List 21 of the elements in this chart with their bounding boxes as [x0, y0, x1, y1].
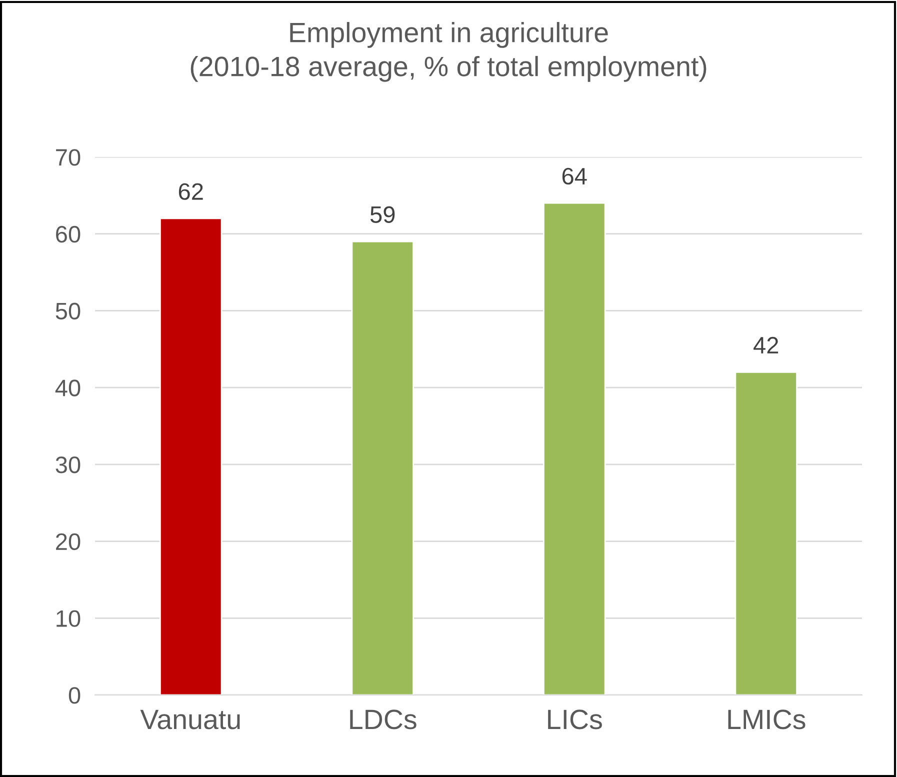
y-tick-label: 40 — [55, 380, 80, 396]
bar — [543, 202, 606, 695]
bar — [160, 218, 222, 695]
y-tick-label: 20 — [56, 533, 80, 550]
x-tick-label: Vanuatu — [140, 710, 240, 730]
y-tick-label: 60 — [56, 226, 80, 243]
data-label: 64 — [562, 168, 587, 185]
y-tick-label: 50 — [56, 302, 80, 320]
x-tick-label: LMICs — [728, 710, 806, 730]
x-tick-label: LDCs — [350, 710, 416, 730]
y-tick-label: 30 — [56, 456, 80, 474]
y-tick-label: 70 — [56, 149, 80, 166]
bar — [351, 240, 414, 695]
x-tick-label: LICs — [548, 710, 602, 730]
data-label: 59 — [370, 206, 395, 223]
bar — [734, 372, 798, 695]
data-label: 42 — [754, 336, 778, 354]
chart-title: Employment in agriculture (2010-18 average, % of total employment) — [190, 22, 706, 82]
data-label: 62 — [178, 183, 203, 200]
y-tick-label: 10 — [56, 610, 80, 627]
y-tick-label: 0 — [68, 687, 80, 704]
